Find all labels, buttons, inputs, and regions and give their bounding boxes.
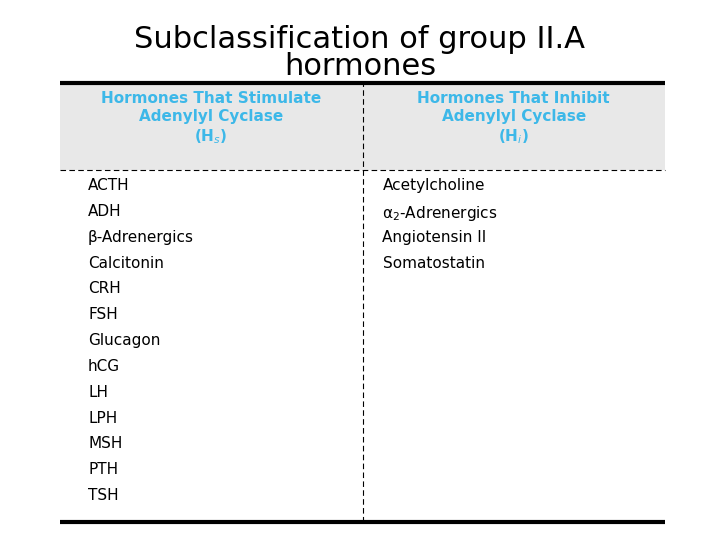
Text: LPH: LPH [88,410,117,426]
Text: MSH: MSH [88,436,122,451]
FancyBboxPatch shape [60,83,665,170]
Text: Hormones That Stimulate: Hormones That Stimulate [101,91,321,106]
Text: Calcitonin: Calcitonin [88,255,164,271]
Text: Acetylcholine: Acetylcholine [382,178,485,193]
Text: Angiotensin II: Angiotensin II [382,230,487,245]
Text: hCG: hCG [88,359,120,374]
Text: ADH: ADH [88,204,122,219]
Text: Glucagon: Glucagon [88,333,161,348]
Text: Somatostatin: Somatostatin [382,255,485,271]
Text: ACTH: ACTH [88,178,130,193]
Text: Hormones That Inhibit: Hormones That Inhibit [418,91,610,106]
Text: Adenylyl Cyclase: Adenylyl Cyclase [441,109,586,124]
Text: hormones: hormones [284,52,436,81]
Text: CRH: CRH [88,281,121,296]
Text: TSH: TSH [88,488,119,503]
Text: Subclassification of group II.A: Subclassification of group II.A [135,25,585,54]
Text: (H$_s$): (H$_s$) [194,127,228,146]
Text: Adenylyl Cyclase: Adenylyl Cyclase [139,109,284,124]
Text: PTH: PTH [88,462,118,477]
Text: FSH: FSH [88,307,118,322]
Text: LH: LH [88,385,108,400]
Text: α$_{2}$-Adrenergics: α$_{2}$-Adrenergics [382,204,498,223]
Text: (H$_i$): (H$_i$) [498,127,529,146]
Text: β-Adrenergics: β-Adrenergics [88,230,194,245]
